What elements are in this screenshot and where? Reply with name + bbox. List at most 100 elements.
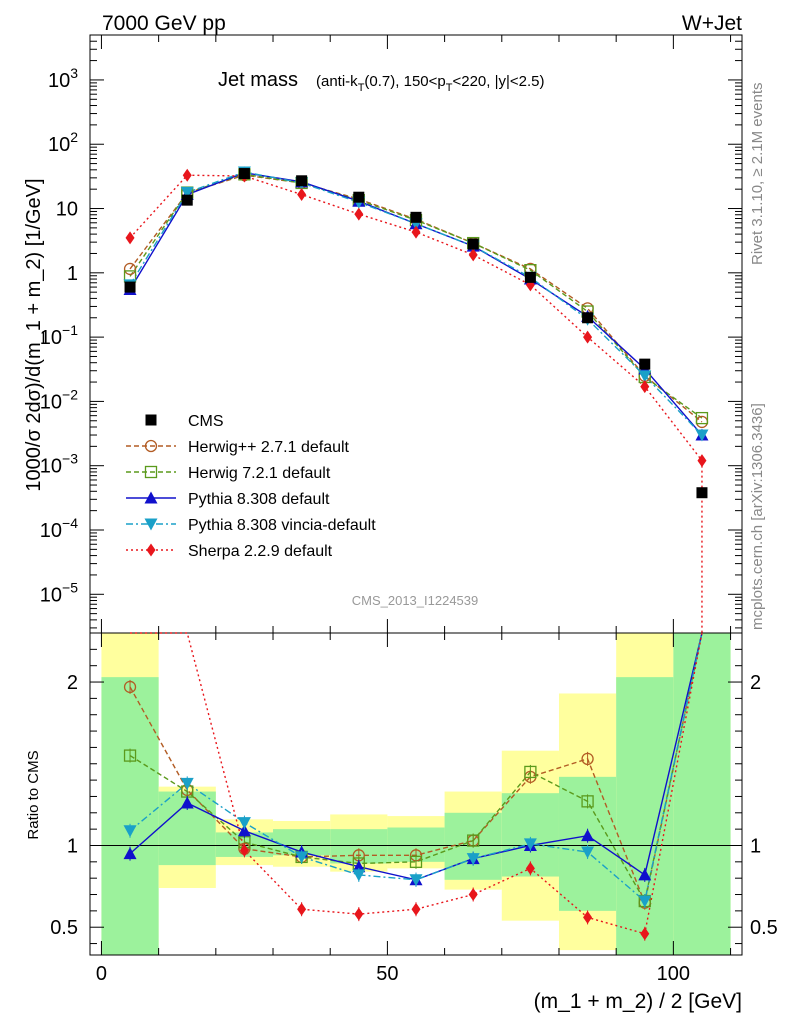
point-cms: [238, 168, 250, 180]
y-tick-base: 10: [48, 70, 70, 92]
ratio-y-tick-label-right: 1: [750, 835, 761, 857]
title-main: Jet mass: [218, 69, 298, 91]
legend: CMS Herwig++ 2.7.1 default Herwig 7.2.1 de…: [126, 413, 376, 560]
y-tick-label: 10−4: [40, 515, 78, 542]
point-sherpa-2-2-9-default: [182, 168, 192, 182]
title-detail: (anti-kT(0.7), 150<pT<220, |y|<2.5): [316, 73, 545, 94]
y-tick-exponent: −4: [62, 515, 78, 531]
ratio-point-herwig-7-2-1-default: [123, 749, 137, 762]
legend-label-pythia-8-308-vincia-default: Pythia 8.308 vincia-default: [188, 517, 376, 534]
title-part-3: T: [446, 82, 453, 94]
point-cms: [296, 175, 308, 187]
ratio-point-sherpa-2-2-9-default: [583, 910, 593, 924]
title-part-2: (0.7), 150<p: [364, 73, 445, 90]
point-sherpa-2-2-9-default: [640, 380, 650, 394]
point-cms: [124, 281, 136, 293]
band-green-9: [616, 677, 674, 955]
side-label-top: Rivet 3.1.10, ≥ 2.1M events: [749, 83, 766, 266]
point-cms: [181, 194, 193, 206]
title-part-0: (anti-k: [316, 73, 358, 90]
legend-label-cms: CMS: [188, 413, 224, 430]
ratio-point-pythia-8-308-vincia-default: [466, 853, 480, 866]
ratio-point-pythia-8-308-vincia-default: [180, 777, 194, 790]
ratio-y-tick-label: 1: [67, 835, 78, 857]
ratio-point-herwig-2-7-1-default: [123, 680, 137, 694]
ratio-point-pythia-8-308-vincia-default: [237, 817, 251, 830]
watermark: CMS_2013_I1224539: [352, 593, 479, 608]
point-sherpa-2-2-9-default: [411, 225, 421, 239]
legend-marker-herwig-2-7-1-default: [144, 439, 158, 453]
series-line-pythia-8-308-vincia-default: [129, 171, 703, 436]
y-tick-label: 10−3: [40, 451, 78, 478]
legend-marker-pythia-8-308-default: [144, 491, 158, 504]
y-tick-label: 10−2: [40, 386, 78, 413]
ratio-point-pythia-8-308-default: [123, 847, 137, 860]
series-line-herwig-7-2-1-default: [129, 173, 703, 419]
band-green-0: [101, 677, 159, 955]
point-cms: [582, 312, 594, 324]
ratio-point-pythia-8-308-vincia-default: [638, 895, 652, 908]
plot-title: Jet mass (anti-kT(0.7), 150<pT<220, |y|<…: [218, 69, 545, 94]
point-pythia-8-308-vincia-default: [695, 429, 709, 442]
y-tick-exponent: −5: [62, 579, 78, 595]
legend-marker-pythia-8-308-vincia-default: [144, 518, 158, 531]
y-tick-base: 10: [48, 134, 70, 156]
y-axis-label-bottom: Ratio to CMS: [25, 750, 42, 839]
ratio-y-tick-label: 0.5: [50, 917, 78, 939]
ratio-point-herwig-7-2-1-default: [409, 855, 423, 868]
y-axis-label-top: 1000/σ 2dσ)/d(m_1 + m_2) [1/GeV]: [23, 178, 45, 491]
ratio-point-pythia-8-308-vincia-default: [409, 874, 423, 887]
ratio-point-sherpa-2-2-9-default: [525, 861, 535, 875]
band-green-10: [673, 633, 731, 955]
legend-label-herwig-7-2-1-default: Herwig 7.2.1 default: [188, 465, 331, 482]
legend-label-sherpa-2-2-9-default: Sherpa 2.2.9 default: [188, 543, 333, 560]
y-tick-base: 1: [67, 263, 78, 285]
point-sherpa-2-2-9-default: [583, 330, 593, 344]
ratio-point-pythia-8-308-default: [638, 868, 652, 881]
title-part-1: T: [358, 82, 365, 94]
legend-marker-herwig-7-2-1-default: [144, 465, 158, 479]
point-sherpa-2-2-9-default: [354, 207, 364, 221]
point-cms: [639, 358, 651, 370]
y-tick-base: 10: [40, 520, 62, 542]
series-markers: [123, 166, 709, 941]
ratio-point-herwig-7-2-1-default: [467, 834, 480, 847]
y-tick-base: 10: [40, 327, 62, 349]
y-tick-base: 10: [40, 456, 62, 478]
ratio-line-herwig-7-2-1-default: [129, 632, 703, 903]
ratio-point-pythia-8-308-vincia-default: [295, 851, 309, 864]
point-cms: [696, 487, 708, 499]
ratio-line-pythia-8-308-vincia-default: [129, 632, 703, 903]
y-tick-label: 102: [48, 129, 78, 156]
y-tick-base: 10: [40, 584, 62, 606]
point-sherpa-2-2-9-default: [125, 231, 135, 245]
point-sherpa-2-2-9-default: [297, 188, 307, 202]
y-tick-exponent: 3: [70, 65, 78, 81]
point-sherpa-2-2-9-default: [468, 248, 478, 262]
point-herwig-7-2-1-default: [695, 411, 709, 425]
ratio-point-sherpa-2-2-9-default: [468, 888, 478, 902]
ratio-point-pythia-8-308-default: [581, 829, 595, 842]
y-tick-base: 10: [56, 199, 78, 221]
y-tick-label: 10−5: [40, 579, 78, 606]
legend-marker-sherpa-2-2-9-default: [146, 543, 156, 557]
y-tick-exponent: −3: [62, 451, 78, 467]
ratio-point-sherpa-2-2-9-default: [640, 927, 650, 941]
point-cms: [524, 271, 536, 283]
header-right: W+Jet: [682, 12, 742, 35]
ratio-point-pythia-8-308-vincia-default: [581, 846, 595, 859]
ratio-panel-frame: [89, 632, 743, 956]
ratio-point-sherpa-2-2-9-default: [297, 902, 307, 916]
ratio-point-herwig-2-7-1-default: [581, 752, 594, 766]
point-cms: [410, 211, 422, 223]
point-cms: [353, 191, 365, 203]
ratio-point-herwig-7-2-1-default: [524, 765, 537, 779]
ratio-point-pythia-8-308-default: [237, 824, 251, 837]
legend-label-herwig-2-7-1-default: Herwig++ 2.7.1 default: [188, 439, 350, 456]
x-axis-label: (m_1 + m_2) / 2 [GeV]: [534, 990, 742, 1013]
ratio-point-pythia-8-308-vincia-default: [123, 825, 137, 838]
point-sherpa-2-2-9-default: [697, 454, 707, 468]
ratio-y-tick-label-right: 0.5: [750, 917, 778, 939]
